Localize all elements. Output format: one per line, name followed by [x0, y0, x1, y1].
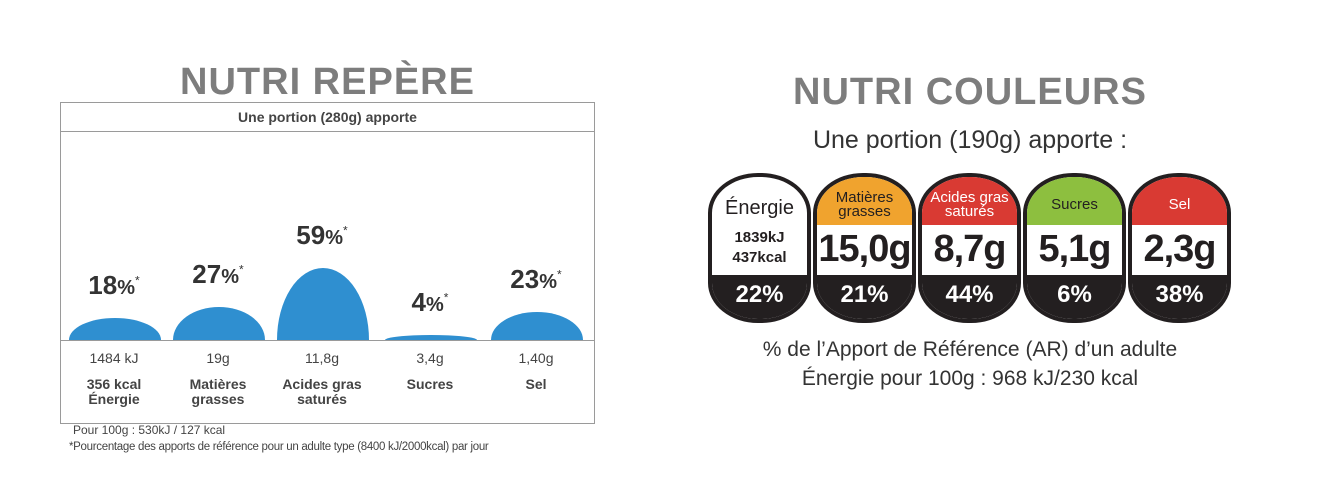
repere-dome	[277, 268, 369, 340]
repere-column: 18%* 1484 kJ 356 kcal Énergie	[61, 132, 167, 423]
tile-percent: 6%	[1027, 275, 1122, 319]
tile-nutrient: Acides gras saturés 8,7g 44%	[918, 173, 1021, 323]
nutri-repere-portion: Une portion (280g) apporte	[61, 103, 594, 132]
tile-energie-percent: 22%	[712, 275, 807, 319]
repere-column: 23%* 1,40g Sel	[483, 132, 589, 423]
nutri-repere-panel: NUTRI REPÈRE Une portion (280g) apporte …	[60, 60, 595, 453]
repere-amount: 11,8g	[305, 350, 339, 366]
tile-label: Sucres	[1027, 177, 1122, 225]
tile-energie-label: Énergie	[725, 197, 794, 219]
repere-column: 4%* 3,4g Sucres	[377, 132, 483, 423]
tile-value: 5,1g	[1038, 228, 1111, 270]
nutri-repere-title: NUTRI REPÈRE	[180, 61, 475, 103]
tile-percent: 21%	[817, 275, 912, 319]
repere-dome	[385, 335, 477, 340]
tile-value: 15,0g	[818, 228, 911, 270]
nutri-couleurs-portion: Une portion (190g) apporte :	[812, 126, 1128, 154]
nutri-repere-baseline	[61, 340, 594, 341]
tile-nutrient: Sel 2,3g 38%	[1128, 173, 1231, 323]
tile-energie-kj: 1839kJ	[734, 229, 785, 246]
nutri-repere-footnote-reference: *Pourcentage des apports de référence po…	[69, 441, 489, 453]
tile-value: 2,3g	[1143, 228, 1216, 270]
repere-amount: 1,40g	[518, 350, 554, 366]
tile-label: Acides gras saturés	[922, 177, 1017, 225]
tile-percent: 44%	[922, 275, 1017, 319]
repere-label-line1: Acides gras	[282, 376, 362, 392]
repere-dome	[491, 311, 583, 340]
repere-label-line1: 356 kcal	[86, 376, 142, 392]
repere-column: 59%* 11,8g Acides gras saturés	[269, 132, 375, 423]
nutri-repere-box: Une portion (280g) apporte 18%* 1484 kJ 35…	[60, 102, 595, 453]
repere-label-line2: Énergie	[88, 391, 140, 407]
repere-label-line2: grasses	[191, 391, 245, 407]
nutri-repere-footnote-per100: Pour 100g : 530kJ / 127 kcal	[73, 423, 226, 437]
repere-label-line1: Sel	[525, 376, 547, 392]
repere-dome	[173, 307, 265, 340]
repere-label-line1: Matières	[189, 376, 247, 392]
repere-percent: 59%*	[296, 220, 348, 251]
tile-label: Sel	[1132, 177, 1227, 225]
tile-label: Matières grasses	[817, 177, 912, 225]
nutri-couleurs-title: NUTRI COULEURS	[793, 71, 1147, 113]
tile-percent: 38%	[1132, 275, 1227, 319]
repere-amount: 3,4g	[416, 350, 444, 366]
nutri-couleurs-energy-per100: Énergie pour 100g : 968 kJ/230 kcal	[801, 367, 1139, 390]
tile-nutrient: Matières grasses 15,0g 21%	[813, 173, 916, 323]
repere-percent: 18%*	[88, 270, 140, 301]
repere-percent: 4%*	[411, 287, 449, 317]
repere-percent: 23%*	[510, 263, 562, 294]
nutri-couleurs-panel: NUTRI COULEURS Une portion (190g) apport…	[700, 70, 1240, 410]
tile-energie-kcal: 437kcal	[732, 249, 787, 266]
repere-label-line1: Sucres	[406, 376, 454, 392]
tile-value: 8,7g	[933, 228, 1006, 270]
repere-percent: 27%*	[192, 259, 244, 290]
repere-amount: 19g	[206, 350, 230, 366]
repere-column: 27%* 19g Matières grasses	[165, 132, 271, 423]
repere-amount: 1484 kJ	[89, 350, 139, 366]
repere-label-line2: saturés	[297, 391, 347, 407]
repere-dome	[69, 318, 161, 340]
tile-energie: Énergie 1839kJ 437kcal 22%	[708, 173, 811, 323]
nutri-couleurs-ar-note: % de l’Apport de Référence (AR) d’un adu…	[762, 338, 1178, 361]
tile-nutrient: Sucres 5,1g 6%	[1023, 173, 1126, 323]
